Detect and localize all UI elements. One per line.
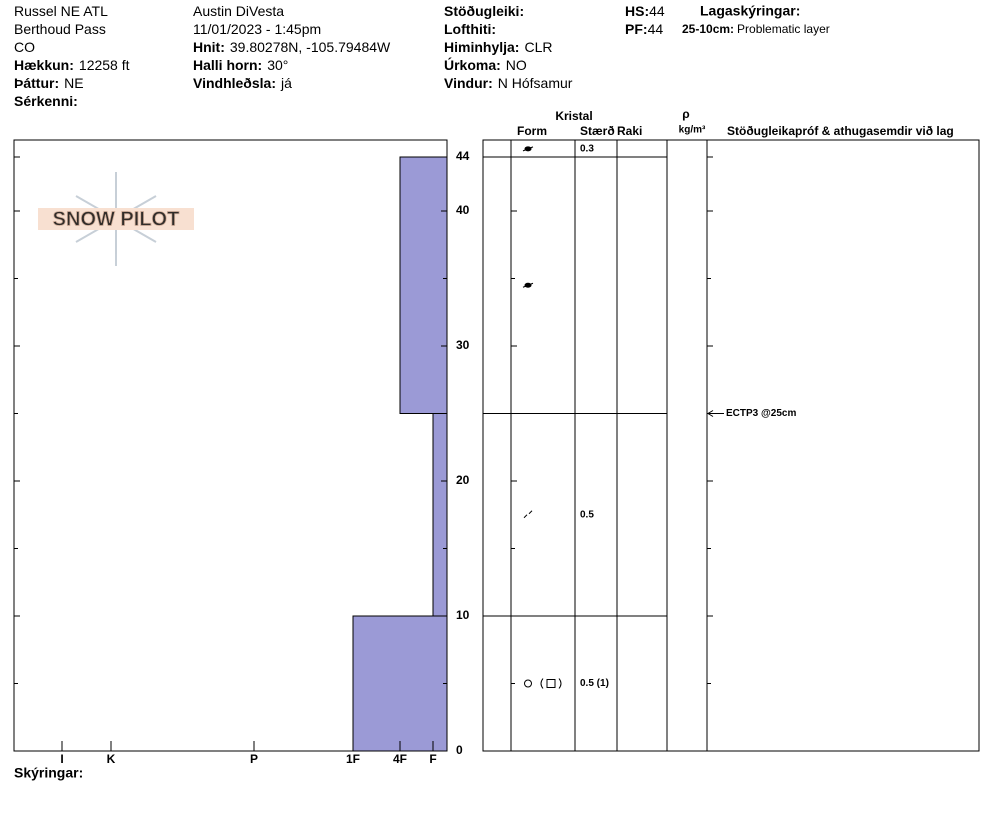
header-field: Sérkenni:: [14, 93, 78, 109]
hardness-layer: [352, 615, 448, 752]
header-field: Himinhylja: CLR: [444, 39, 552, 55]
field-label: Lofthiti:: [444, 21, 496, 37]
field-value: Russel NE ATL: [14, 3, 108, 19]
field-label: Himinhylja:: [444, 39, 519, 55]
grain-size: 0.5 (1): [580, 678, 609, 689]
header-field: 11/01/2023 - 1:45pm: [193, 21, 321, 37]
field-label: Þáttur:: [14, 75, 59, 91]
field-label: Stöðugleiki:: [444, 3, 524, 19]
header-field: Þáttur: NE: [14, 75, 84, 91]
group-header: Kristal: [555, 109, 592, 123]
header-field: Halli horn: 30°: [193, 57, 288, 73]
grain-size: 0.3: [580, 144, 594, 155]
header-field: Úrkoma: NO: [444, 56, 527, 73]
notes-title: Lagaskýringar:: [700, 3, 800, 19]
field-label: Vindur:: [444, 75, 493, 91]
grain-symbol: [522, 282, 534, 288]
grain-symbol: [540, 678, 562, 689]
grain: [524, 678, 562, 689]
field-label: Sérkenni:: [14, 93, 78, 109]
field-value: já: [280, 75, 292, 91]
header-field: Hækkun: 12258 ft: [14, 57, 130, 73]
logo: [38, 172, 194, 266]
grain-symbol: [524, 679, 532, 688]
hardness-layer: [432, 413, 448, 617]
header-field: CO: [14, 39, 35, 55]
depth-tick-label: 30: [456, 338, 470, 352]
field-value: 12258 ft: [79, 57, 130, 73]
comments-header: Stöðugleikapróf & athugasemdir við lag: [727, 124, 954, 138]
grain-size: 0.5: [580, 509, 594, 520]
header-field: Lofthiti:: [444, 21, 496, 37]
footer: Skýringar:: [14, 765, 83, 781]
field-label: Hnit:: [193, 39, 225, 55]
field-value: 44: [648, 21, 664, 37]
field-value: 11/01/2023 - 1:45pm: [193, 21, 321, 37]
depth-tick-label: 40: [456, 203, 470, 217]
header-field: Stöðugleiki:: [444, 3, 524, 19]
field-value: NO: [506, 57, 527, 73]
hardness-tick-label: I: [60, 752, 63, 766]
header-field: Austin DiVesta: [193, 3, 284, 19]
hardness-layer: [399, 156, 448, 414]
header-field: Hnit: 39.80278N, -105.79484W: [193, 39, 391, 55]
hardness-tick-label: F: [429, 752, 436, 766]
header-field: HS:44: [625, 3, 665, 19]
hardness-tick-label: P: [250, 752, 258, 766]
field-value: CLR: [524, 39, 552, 55]
field-label: Vindhleðsla:: [193, 75, 276, 91]
hardness-tick-label: K: [107, 752, 116, 766]
depth-tick-label: 10: [456, 608, 470, 622]
table-columns: [510, 140, 708, 751]
field-label: Úrkoma:: [444, 56, 501, 73]
header-field: Berthoud Pass: [14, 21, 106, 37]
field-label: HS:: [625, 3, 649, 19]
note-value: Problematic layer: [737, 22, 830, 36]
table-frame: [482, 139, 980, 752]
field-value: 30°: [267, 57, 288, 73]
hardness-tick-label: 4F: [393, 752, 407, 766]
depth-tick-label: 20: [456, 473, 470, 487]
field-value: CO: [14, 39, 35, 55]
field-value: Berthoud Pass: [14, 21, 106, 37]
depth-tick-label: 44: [456, 149, 470, 163]
header-field: Russel NE ATL: [14, 3, 108, 19]
field-value: NE: [64, 75, 83, 91]
hardness-tick-label: 1F: [346, 752, 360, 766]
field-value: Austin DiVesta: [193, 3, 284, 19]
depth-tick-label: 0: [456, 743, 463, 757]
header-field: Vindur: N Hófsamur: [444, 75, 573, 91]
note-label: 25-10cm:: [682, 22, 734, 36]
grain-symbol: [546, 679, 556, 688]
grain: [523, 510, 533, 519]
header-field: PF:44: [625, 21, 663, 37]
field-value: 44: [649, 3, 665, 19]
test-arrow: [707, 410, 724, 417]
header-field: Vindhleðsla: já: [193, 75, 292, 91]
field-label: Halli horn:: [193, 57, 262, 73]
grain-symbol: [523, 510, 533, 519]
column-header: Raki: [617, 124, 642, 138]
field-label: PF:: [625, 21, 648, 37]
column-header: Form: [517, 124, 547, 138]
test-label: ECTP3 @25cm: [726, 408, 796, 419]
grain: [522, 282, 534, 288]
field-value: N Hófsamur: [498, 75, 573, 91]
density-symbol: ρ: [682, 107, 689, 121]
column-header: Stærð: [580, 124, 615, 138]
logo-text: SNOW PILOT: [53, 208, 180, 230]
grain-symbol: [522, 146, 534, 152]
grain: [522, 146, 534, 152]
density-unit: kg/m³: [679, 125, 706, 136]
field-value: 39.80278N, -105.79484W: [230, 39, 391, 55]
field-label: Hækkun:: [14, 57, 74, 73]
note: 25-10cm: Problematic layer: [682, 22, 830, 36]
